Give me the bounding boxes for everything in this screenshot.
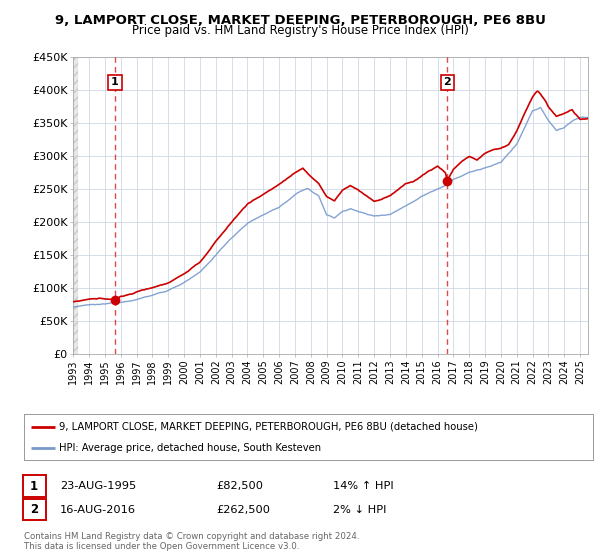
Text: 1: 1: [111, 77, 119, 87]
Text: 2% ↓ HPI: 2% ↓ HPI: [333, 505, 386, 515]
Text: 2: 2: [443, 77, 451, 87]
Text: £262,500: £262,500: [216, 505, 270, 515]
Text: 2: 2: [30, 503, 38, 516]
Bar: [73, 57, 78, 354]
Text: £82,500: £82,500: [216, 481, 263, 491]
Text: Price paid vs. HM Land Registry's House Price Index (HPI): Price paid vs. HM Land Registry's House …: [131, 24, 469, 37]
Text: 9, LAMPORT CLOSE, MARKET DEEPING, PETERBOROUGH, PE6 8BU (detached house): 9, LAMPORT CLOSE, MARKET DEEPING, PETERB…: [59, 422, 478, 432]
Text: HPI: Average price, detached house, South Kesteven: HPI: Average price, detached house, Sout…: [59, 443, 322, 453]
Text: 9, LAMPORT CLOSE, MARKET DEEPING, PETERBOROUGH, PE6 8BU: 9, LAMPORT CLOSE, MARKET DEEPING, PETERB…: [55, 14, 545, 27]
Text: 23-AUG-1995: 23-AUG-1995: [60, 481, 136, 491]
Text: 16-AUG-2016: 16-AUG-2016: [60, 505, 136, 515]
Text: 1: 1: [30, 479, 38, 493]
Text: Contains HM Land Registry data © Crown copyright and database right 2024.
This d: Contains HM Land Registry data © Crown c…: [24, 532, 359, 552]
Text: 14% ↑ HPI: 14% ↑ HPI: [333, 481, 394, 491]
